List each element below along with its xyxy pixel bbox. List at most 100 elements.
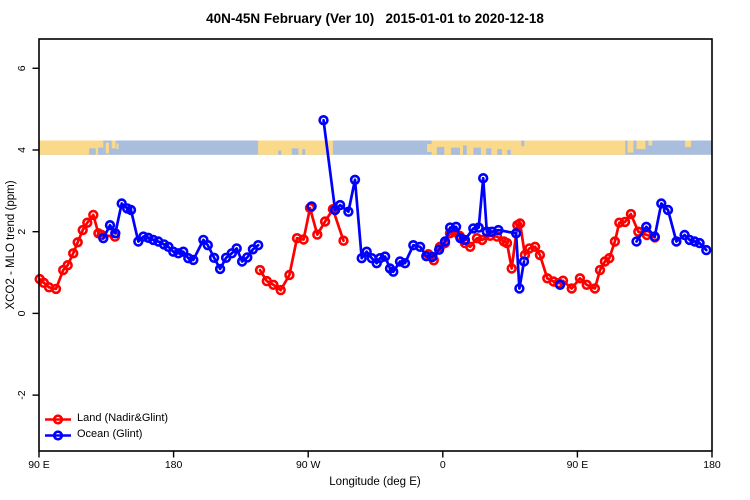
x-tick-label: 0 [440,459,446,471]
data-point [82,217,93,228]
data-point [662,204,674,216]
data-point [684,234,695,246]
y-axis-title: XCO2 - MLO trend (ppm) [5,180,17,310]
data-point [656,198,667,209]
data-point [356,253,367,264]
legend-label-ocean: Ocean (Glint) [77,428,143,440]
x-tick-label: 180 [703,459,721,471]
data-point [506,263,517,274]
data-point [524,243,535,254]
data-point [501,237,513,249]
data-point [72,237,83,248]
data-point [110,228,121,239]
y-tick-label: 0 [16,310,28,316]
data-point [414,241,426,253]
data-point [433,244,445,255]
data-point [631,236,642,247]
data-point [168,246,179,257]
data-point [178,246,189,257]
plot-frame [38,38,713,452]
data-point [614,217,625,228]
data-point [202,240,214,251]
data-point [471,233,483,244]
data-point [473,222,484,233]
data-point [298,234,309,245]
data-point [334,199,346,211]
data-point [268,279,279,290]
data-point [254,264,266,276]
data-point [399,258,411,269]
data-point [619,216,631,228]
data-point [478,173,489,184]
data-point [318,114,329,126]
data-point [694,237,705,249]
y-tick-label: 2 [16,229,28,235]
data-point [62,260,73,271]
data-point [138,231,149,242]
data-point [319,216,331,227]
data-point [689,236,700,247]
data-point [143,232,154,244]
x-axis: 90 E 180 90 W 0 90 E 180 [28,451,721,471]
data-point [77,224,88,236]
data-point [67,248,79,259]
data-point [379,251,391,262]
data-point [253,240,264,251]
chart-title: 40N-45N February (Ver 10) 2015-01-01 to … [206,11,544,26]
data-point [465,241,476,253]
data-point [50,283,62,295]
y-axis: -2 0 2 4 6 [16,65,39,400]
data-point [481,226,492,237]
x-tick-label: 90 E [28,459,50,471]
y-tick-label: -2 [16,390,28,399]
data-point [284,269,295,281]
data-point [306,201,317,212]
data-point [493,224,504,236]
data-point [188,254,199,266]
data-point [574,273,586,284]
data-point [394,256,406,267]
data-point [312,229,323,240]
x-tick-label: 180 [165,459,183,471]
data-point [338,235,349,246]
data-point [609,236,621,247]
data-point [476,234,488,246]
y-tick-label: 6 [16,65,28,71]
data-point [554,279,566,290]
data-point [148,234,159,246]
legend-markers [45,414,71,441]
data-point [388,266,399,277]
y-tick-label: 4 [16,147,28,153]
data-point [594,264,606,276]
data-point [231,243,242,254]
data-point [459,234,471,246]
data-point [514,283,525,294]
series-land [34,202,661,296]
x-tick-label: 90 E [567,459,589,471]
x-axis-title: Longitude (deg E) [329,476,421,488]
land-ocean-band [39,140,712,155]
data-point [214,263,226,275]
data-point [444,222,456,233]
data-point [529,241,541,253]
data-point [589,283,601,294]
legend-label-land: Land (Nadir&Glint) [77,412,169,424]
data-point [604,253,615,264]
data-point [510,228,522,239]
data-point [242,252,253,263]
data-point [625,208,637,220]
data-point [374,253,386,264]
data-point [125,204,137,216]
data-point [450,221,462,233]
data-point [361,246,372,257]
data-point [641,221,652,233]
data-point [534,249,546,261]
data-point [518,256,530,267]
data-point [183,253,194,264]
x-tick-label: 90 W [296,459,321,471]
data-point [427,251,438,263]
series-ocean [98,114,712,294]
data-point [421,251,432,262]
